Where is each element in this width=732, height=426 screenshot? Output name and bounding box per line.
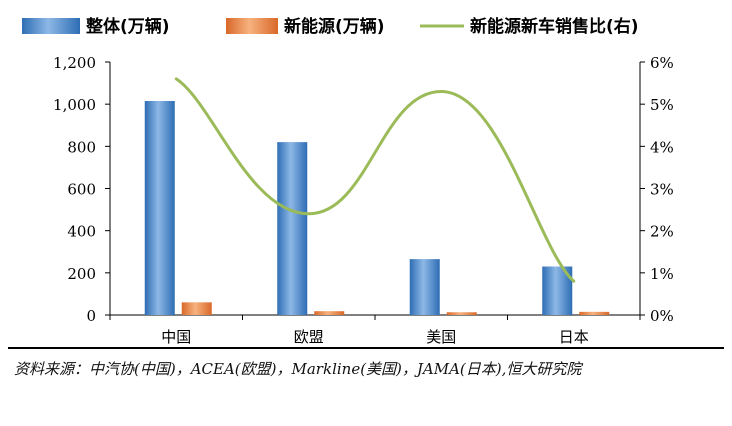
bar-total — [277, 142, 308, 315]
y-left-tick-label: 1,000 — [53, 96, 96, 114]
bar-nev — [314, 311, 345, 315]
legend: 整体(万辆) 新能源(万辆) 新能源新车销售比(右) — [22, 16, 639, 37]
y-right-tick-label: 1% — [650, 265, 674, 283]
bar-nev — [446, 312, 477, 315]
x-tick-label: 中国 — [161, 328, 191, 345]
y-left-tick-label: 800 — [67, 138, 96, 156]
y-right-tick-label: 2% — [650, 223, 674, 241]
y-right-tick-label: 0% — [650, 307, 674, 325]
source-note: 资料来源：中汽协(中国)，ACEA(欧盟)，Markline(美国)，JAMA(… — [14, 360, 582, 378]
y-right-tick-label: 3% — [650, 181, 674, 199]
bar-total — [144, 101, 175, 315]
source-divider — [8, 347, 724, 349]
x-tick-label: 美国 — [426, 328, 456, 345]
bar-nev — [181, 302, 212, 315]
legend-label: 新能源(万辆) — [284, 16, 385, 37]
legend-label: 新能源新车销售比(右) — [470, 16, 639, 37]
legend-swatch-nev — [226, 18, 278, 34]
y-left-tick-label: 400 — [67, 223, 96, 241]
bar-total — [409, 259, 440, 315]
y-right-tick-label: 4% — [650, 138, 674, 156]
legend-label: 整体(万辆) — [86, 16, 170, 37]
y-right-tick-label: 5% — [650, 96, 674, 114]
y-left-tick-label: 1,200 — [53, 54, 96, 72]
bars — [144, 101, 610, 315]
axes: 0 200 400 600 800 1,000 1,200 0% 1% 2% 3% 4% 5% 6% 中国 欧… — [53, 54, 674, 345]
bar-nev — [579, 311, 610, 315]
y-left-tick-label: 600 — [67, 181, 96, 199]
legend-swatch-total — [22, 18, 80, 34]
y-left-tick-label: 200 — [67, 265, 96, 283]
ratio-line — [174, 77, 576, 283]
chart: 整体(万辆) 新能源(万辆) 新能源新车销售比(右) 0 200 400 600 800 1,… — [22, 16, 674, 345]
y-right-tick-label: 6% — [650, 54, 674, 72]
x-tick-label: 日本 — [559, 328, 589, 345]
x-tick-label: 欧盟 — [294, 328, 324, 345]
ratio-line-path — [174, 77, 576, 283]
y-left-tick-label: 0 — [86, 307, 96, 325]
